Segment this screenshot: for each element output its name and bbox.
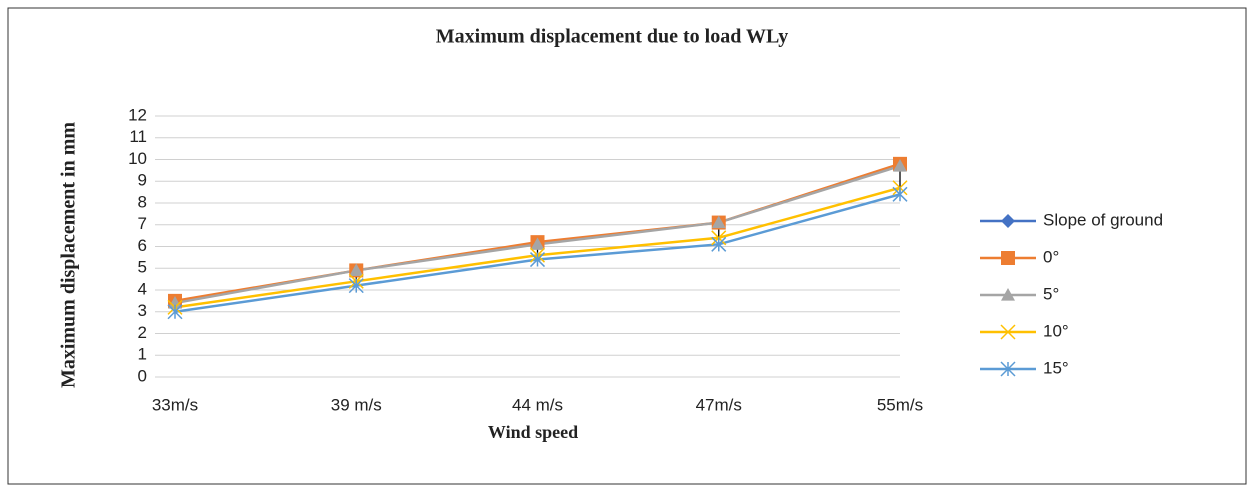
y-tick-label: 3 [138,301,147,320]
x-axis-title: Wind speed [488,422,578,442]
marker [168,296,182,309]
legend-item: 10° [980,321,1069,340]
y-tick-label: 0 [138,366,147,385]
y-tick-label: 5 [138,258,147,277]
x-tick-label: 47m/s [696,395,742,414]
marker [711,215,726,229]
legend-item: 5° [980,284,1059,303]
chart-title: Maximum displacement due to load WLy [436,26,788,48]
legend-item: 0° [980,247,1059,266]
legend-marker [1000,361,1016,377]
marker [893,159,907,172]
legend-item: 15° [980,358,1069,377]
y-tick-label: 9 [138,171,147,190]
legend-label: Slope of ground [1043,210,1163,229]
legend-label: 0° [1043,247,1059,266]
legend-marker [1001,288,1015,301]
y-tick-label: 1 [138,345,147,364]
y-tick-label: 6 [138,236,147,255]
marker [167,304,183,320]
y-tick-label: 2 [138,323,147,342]
y-tick-label: 12 [128,105,147,124]
y-axis-title: Maximum displacement in mm [58,122,80,388]
y-tick-label: 7 [138,214,147,233]
legend-marker [1001,214,1015,228]
marker [530,237,545,250]
legend-label: 5° [1043,284,1059,303]
legend-marker [1001,251,1015,265]
legend-label: 15° [1043,358,1069,377]
y-tick-label: 4 [138,279,147,298]
marker [348,278,364,294]
marker [349,263,364,277]
x-tick-label: 44 m/s [512,395,563,414]
marker [892,186,908,202]
legend-item: Slope of ground [980,210,1163,229]
legend-label: 10° [1043,321,1069,340]
x-tick-label: 55m/s [877,395,923,414]
legend-marker [1000,324,1016,340]
marker [529,252,546,268]
y-tick-label: 10 [128,149,147,168]
marker [711,236,727,252]
x-tick-label: 33m/s [152,395,198,414]
y-tick-label: 11 [129,127,147,146]
y-tick-label: 8 [138,192,147,211]
x-tick-label: 39 m/s [331,395,382,414]
